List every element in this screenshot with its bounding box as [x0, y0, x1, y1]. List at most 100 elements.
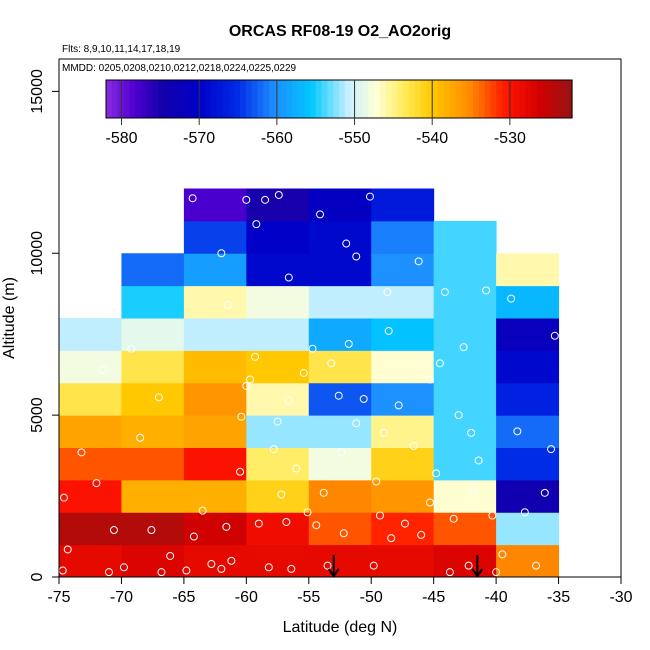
colorbar-segment: [321, 80, 328, 118]
heatmap-cell: [246, 415, 310, 448]
colorbar-segment: [210, 80, 218, 118]
sample-point: [425, 375, 434, 384]
flights-label: Flts: 8,9,10,11,14,17,18,19: [62, 44, 181, 55]
colorbar-tick-label: -550: [339, 130, 371, 147]
sample-point: [316, 210, 325, 219]
sample-point: [308, 344, 317, 353]
colorbar-segment: [502, 80, 509, 118]
sample-point: [273, 417, 282, 426]
y-tick-label: 5000: [29, 397, 46, 433]
arrow-head: [327, 568, 340, 578]
sample-point: [303, 508, 312, 517]
sample-point: [292, 464, 301, 473]
y-axis: 0 5000 10000 15000: [29, 69, 60, 581]
y-axis-label: Altitude (m): [1, 277, 18, 359]
sample-point: [387, 534, 396, 543]
y-tick-label: 15000: [29, 69, 46, 114]
colorbar-segment: [490, 80, 497, 118]
heatmap-cell: [121, 415, 185, 448]
colorbar-segment: [443, 80, 451, 118]
sample-point: [109, 526, 118, 535]
heatmap-cell: [308, 447, 372, 481]
colorbar-segment: [368, 80, 375, 118]
sample-point: [334, 391, 343, 400]
colorbar-segment: [274, 80, 282, 118]
sample-point: [352, 252, 361, 261]
sample-point: [467, 428, 476, 437]
heatmap-cell: [433, 253, 497, 287]
y-tick-label: 0: [29, 572, 46, 581]
colorbar-segment: [408, 80, 416, 118]
sample-point: [63, 545, 72, 554]
heatmap-cell: [59, 382, 122, 416]
heatmap-cell: [183, 285, 247, 319]
colorbar-segment: [123, 80, 130, 118]
x-tick-label: -45: [422, 589, 445, 606]
heatmap-cell: [371, 415, 435, 448]
colorbar-segment: [344, 80, 352, 118]
sample-point: [236, 467, 245, 476]
sample-point: [498, 550, 507, 559]
sample-point: [459, 343, 468, 352]
heatmap-cell: [121, 382, 185, 416]
heatmap-cell: [371, 253, 435, 287]
colorbar-segment: [304, 80, 311, 118]
heatmap-cell: [496, 415, 560, 448]
sample-point: [507, 294, 516, 303]
sample-point: [166, 551, 175, 560]
heatmap-cell: [496, 318, 560, 351]
colorbar-segment: [531, 80, 538, 118]
x-tick-label: -75: [47, 589, 70, 606]
heatmap-cell: [308, 479, 372, 513]
sample-point: [227, 556, 236, 565]
colorbar-segment: [257, 80, 264, 118]
arrow-markers: [327, 555, 484, 578]
heatmap-cell: [121, 285, 185, 319]
sample-point: [440, 288, 449, 297]
sample-point: [337, 448, 346, 457]
heatmap-cell: [183, 253, 247, 287]
heatmap-cell: [433, 285, 497, 319]
colorbar-segment: [513, 80, 521, 118]
heatmap-cell: [308, 544, 372, 578]
sample-point: [339, 529, 348, 538]
sample-point: [264, 563, 273, 572]
heatmap-cell: [371, 350, 435, 384]
colorbar-segment: [420, 80, 427, 118]
colorbar-segment: [158, 80, 165, 118]
sample-point: [217, 249, 226, 258]
sample-point: [435, 359, 444, 368]
heatmap-cell: [183, 188, 247, 222]
heatmap-cell: [59, 350, 122, 384]
sample-point: [414, 257, 423, 266]
colorbar-segment: [170, 80, 177, 118]
sample-point: [359, 394, 368, 403]
heatmap-cell: [496, 544, 560, 578]
heatmap-cell: [246, 318, 310, 351]
colorbar-segment: [350, 80, 358, 118]
sample-point: [274, 190, 283, 199]
sample-point: [284, 273, 293, 282]
colorbar-segment: [135, 80, 142, 118]
colorbar-segment: [426, 80, 433, 118]
sample-point: [189, 532, 198, 541]
colorbar-segment: [181, 80, 189, 118]
heatmap-cell: [433, 512, 497, 546]
heatmap-cell: [59, 479, 122, 513]
sample-point: [252, 220, 261, 229]
sample-point: [154, 393, 163, 402]
colorbar-segment: [548, 80, 556, 118]
colorbar-segment: [467, 80, 474, 118]
colorbar-segment: [537, 80, 544, 118]
sample-point: [482, 286, 491, 295]
heatmap-cell: [246, 253, 310, 287]
colorbar-segment: [566, 80, 573, 118]
colorbar-segment: [560, 80, 567, 118]
heatmap-cell: [121, 318, 185, 351]
heatmap-cell: [183, 415, 247, 448]
sample-point: [269, 445, 278, 454]
heatmap-cell: [246, 285, 310, 319]
colorbar-segment: [193, 80, 200, 118]
sample-point: [474, 456, 483, 465]
sample-point: [136, 433, 145, 442]
